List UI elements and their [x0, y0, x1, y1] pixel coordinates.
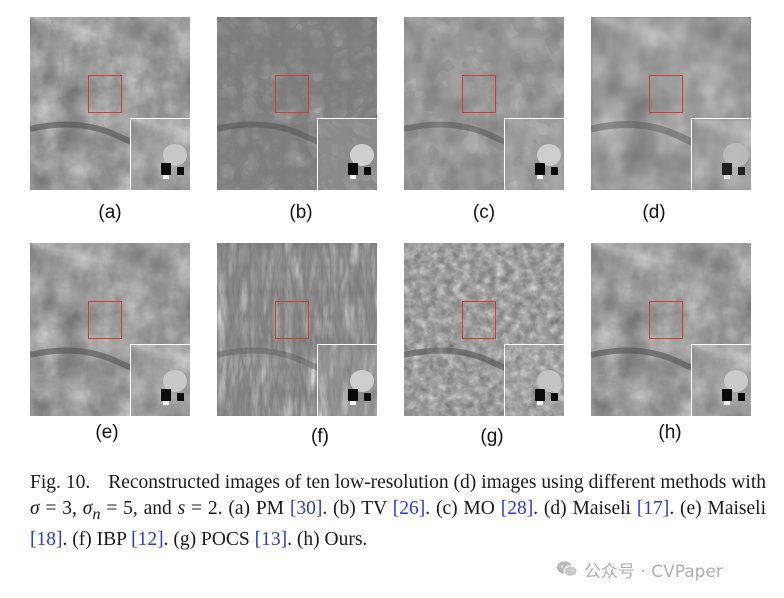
citation-link[interactable]: [26]	[392, 498, 426, 519]
zoom-inset	[691, 118, 751, 190]
zoom-inset	[504, 118, 564, 190]
subfigure-label-a: (a)	[98, 202, 122, 223]
subfigure-label-c: (c)	[472, 202, 496, 223]
watermark: 公众号 · CVPaper	[556, 556, 723, 582]
subfigure-label-g: (g)	[480, 426, 504, 447]
roi-box	[649, 301, 683, 339]
result-image-f	[217, 243, 377, 416]
subfigure-label-b: (b)	[289, 202, 313, 223]
zoom-inset	[317, 118, 377, 190]
result-image-d	[591, 17, 751, 190]
roi-box	[275, 75, 309, 113]
citation-link[interactable]: [13]	[254, 528, 288, 550]
result-image-g	[404, 243, 564, 416]
zoom-inset	[504, 344, 564, 416]
result-image-c	[404, 17, 564, 190]
citation-link[interactable]: [18]	[30, 528, 63, 550]
result-image-b	[217, 17, 377, 190]
zoom-inset	[691, 344, 751, 416]
roi-box	[649, 75, 683, 113]
result-image-a	[30, 17, 190, 190]
roi-box	[275, 301, 309, 339]
citation-link[interactable]: [30]	[289, 498, 323, 519]
subfigure-label-d: (d)	[642, 202, 666, 223]
roi-box	[462, 75, 496, 113]
subfigure-label-e: (e)	[95, 422, 119, 443]
citation-link[interactable]: [28]	[500, 498, 534, 519]
aerial-image	[217, 243, 377, 416]
result-image-e	[30, 243, 190, 416]
wechat-icon	[557, 561, 578, 577]
zoom-inset	[130, 118, 190, 190]
result-image-h	[591, 243, 751, 416]
citation-link[interactable]: [12]	[131, 528, 164, 550]
watermark-text: 公众号 · CVPaper	[584, 561, 723, 582]
aerial-image	[30, 17, 190, 190]
roi-box	[88, 301, 122, 339]
subfigure-label-h: (h)	[658, 422, 682, 443]
roi-box	[462, 301, 496, 339]
figure-caption: Fig. 10. Reconstructed images of ten low-…	[30, 472, 767, 550]
figure-label: Fig. 10.	[30, 472, 91, 493]
citation-link[interactable]: [17]	[636, 498, 670, 519]
roi-box	[88, 75, 122, 113]
zoom-inset	[130, 344, 190, 416]
subfigure-label-f: (f)	[311, 426, 329, 447]
zoom-inset	[317, 344, 377, 416]
